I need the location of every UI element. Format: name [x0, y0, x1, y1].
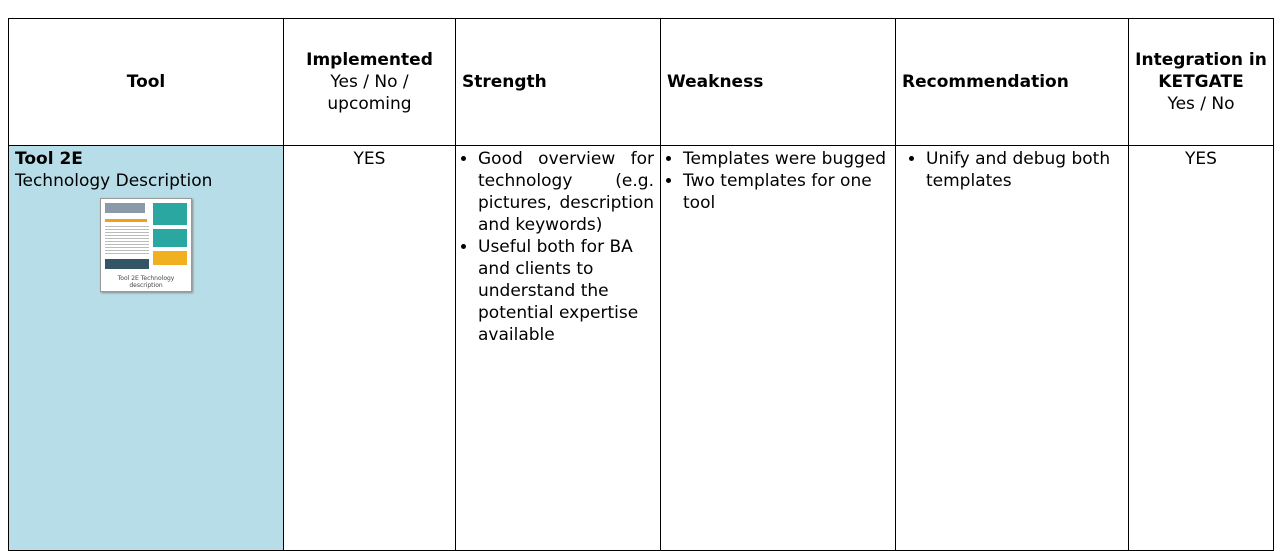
header-title: Implemented — [306, 50, 433, 70]
weakness-item: Two templates for one tool — [683, 170, 889, 214]
header-cell: Strength — [455, 18, 661, 146]
tool-thumbnail: Tool 2E Technology description — [100, 198, 192, 292]
implemented-cell: YES — [283, 145, 456, 551]
thumb-block — [153, 229, 187, 247]
strength-item: Useful both for BA and clients to unders… — [478, 236, 654, 346]
header-cell: Weakness — [660, 18, 896, 146]
header-subtitle: Yes / No / upcoming — [327, 72, 412, 114]
header-cell: Recommendation — [895, 18, 1129, 146]
weakness-cell: Templates were bugged Two templates for … — [660, 145, 896, 551]
tool-title: Tool 2E — [15, 149, 83, 169]
header-cell: Integration in KETGATE Yes / No — [1128, 18, 1274, 146]
header-row: Tool Implemented Yes / No / upcoming Stre… — [8, 18, 1274, 146]
body-row: Tool 2E Technology Description Tool 2E T… — [8, 145, 1274, 551]
integration-cell: YES — [1128, 145, 1274, 551]
strength-list: Good overview for technology (e.g. pictu… — [462, 148, 654, 346]
header-title: Integration in KETGATE — [1135, 50, 1267, 92]
strength-cell: Good overview for technology (e.g. pictu… — [455, 145, 661, 551]
page: {"table": { "headers": [ {"title": "Tool… — [0, 0, 1281, 427]
thumb-caption: Tool 2E Technology description — [117, 275, 175, 289]
recommendation-item: Unify and debug both templates — [926, 148, 1122, 192]
thumb-block — [105, 219, 147, 222]
header-cell: Implemented Yes / No / upcoming — [283, 18, 456, 146]
recommendation-list: Unify and debug both templates — [902, 148, 1122, 192]
tool-subtitle: Technology Description — [15, 171, 213, 191]
tools-table: Tool Implemented Yes / No / upcoming Stre… — [8, 18, 1274, 551]
strength-item: Good overview for technology (e.g. pictu… — [478, 148, 654, 236]
header-subtitle: Yes / No — [1167, 94, 1235, 114]
header-cell: Tool — [8, 18, 284, 146]
thumb-block — [105, 203, 145, 213]
recommendation-cell: Unify and debug both templates — [895, 145, 1129, 551]
thumb-block — [153, 251, 187, 265]
thumb-block — [105, 226, 149, 256]
thumb-block — [105, 259, 149, 269]
thumb-block — [153, 203, 187, 225]
weakness-item: Templates were bugged — [683, 148, 889, 170]
tool-cell: Tool 2E Technology Description Tool 2E T… — [8, 145, 284, 551]
weakness-list: Templates were bugged Two templates for … — [667, 148, 889, 214]
